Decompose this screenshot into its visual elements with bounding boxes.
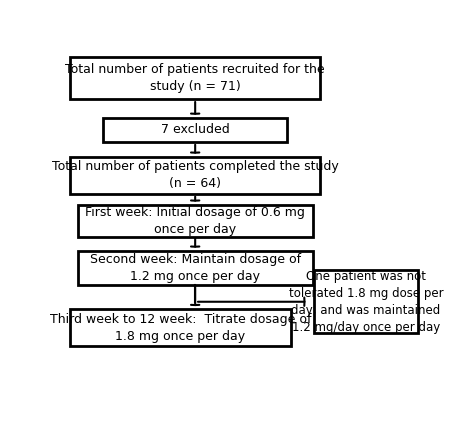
- Text: One patient was not
tolerated 1.8 mg dose per
day, and was maintained
1.2 mg/day: One patient was not tolerated 1.8 mg dos…: [289, 270, 443, 334]
- Text: First week: Initial dosage of 0.6 mg
once per day: First week: Initial dosage of 0.6 mg onc…: [85, 206, 305, 236]
- FancyBboxPatch shape: [314, 270, 419, 333]
- FancyBboxPatch shape: [103, 118, 287, 142]
- FancyBboxPatch shape: [70, 157, 320, 194]
- FancyBboxPatch shape: [70, 57, 320, 99]
- FancyBboxPatch shape: [78, 250, 313, 285]
- FancyBboxPatch shape: [70, 309, 291, 346]
- FancyBboxPatch shape: [78, 205, 313, 237]
- Text: Second week: Maintain dosage of
1.2 mg once per day: Second week: Maintain dosage of 1.2 mg o…: [90, 253, 301, 283]
- Text: Total number of patients recruited for the
study (n = 71): Total number of patients recruited for t…: [65, 63, 325, 93]
- Text: Total number of patients completed the study
(n = 64): Total number of patients completed the s…: [52, 160, 338, 190]
- Text: 7 excluded: 7 excluded: [161, 123, 229, 136]
- Text: Third week to 12 week:  Titrate dosage of
1.8 mg once per day: Third week to 12 week: Titrate dosage of…: [50, 313, 311, 343]
